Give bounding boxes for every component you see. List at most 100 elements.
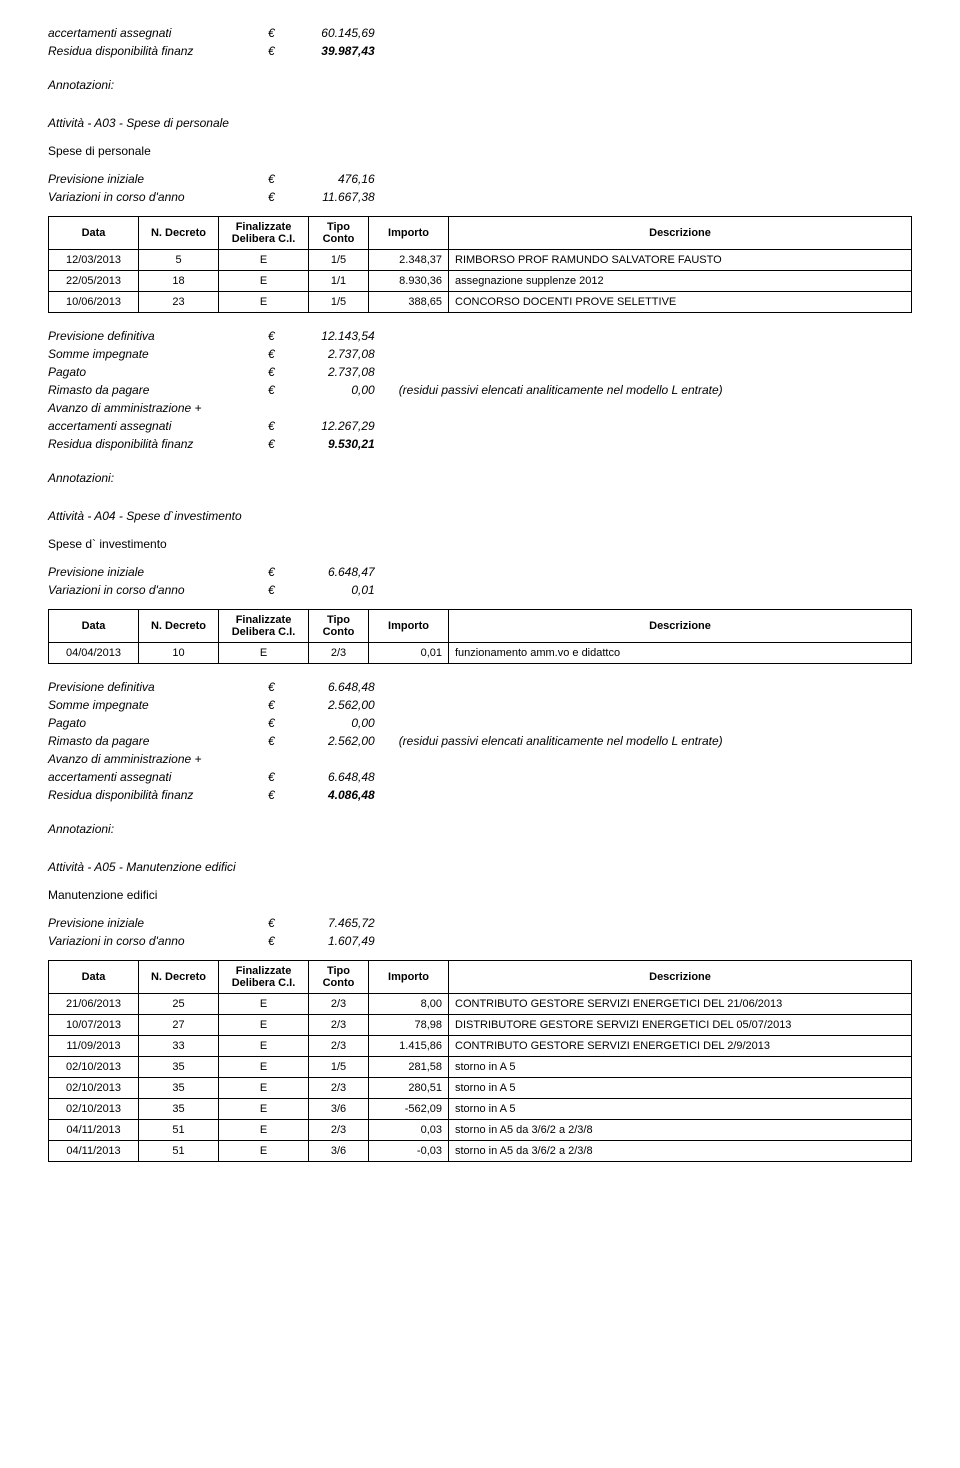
a03-var: Variazioni in corso d'anno € 11.667,38	[48, 188, 912, 206]
a04-accert: accertamenti assegnati € 6.648,48	[48, 768, 912, 786]
value: 0,00	[275, 381, 375, 399]
a05-var: Variazioni in corso d'anno € 1.607,49	[48, 932, 912, 950]
label: accertamenti assegnati	[48, 768, 268, 786]
table-cell: 1/5	[309, 292, 369, 313]
table-cell: 1/5	[309, 1057, 369, 1078]
label: Previsione iniziale	[48, 563, 268, 581]
table-cell: E	[219, 1015, 309, 1036]
note: (residui passivi elencati analiticamente…	[375, 732, 723, 750]
a05-prev-iniz: Previsione iniziale € 7.465,72	[48, 914, 912, 932]
table-cell: E	[219, 271, 309, 292]
label: Variazioni in corso d'anno	[48, 188, 268, 206]
th-importo: Importo	[369, 961, 449, 994]
table-cell: 280,51	[369, 1078, 449, 1099]
table-cell: 0,01	[369, 643, 449, 664]
a03-residua: Residua disponibilità finanz € 9.530,21	[48, 435, 912, 453]
table-cell: 51	[139, 1120, 219, 1141]
value: 476,16	[275, 170, 375, 188]
table-cell: CONTRIBUTO GESTORE SERVIZI ENERGETICI DE…	[449, 994, 912, 1015]
table-cell: 3/6	[309, 1141, 369, 1162]
a04-somme: Somme impegnate € 2.562,00	[48, 696, 912, 714]
accert-value: 60.145,69	[275, 24, 375, 42]
table-row: 04/04/201310E2/30,01funzionamento amm.vo…	[49, 643, 912, 664]
value: 2.562,00	[275, 696, 375, 714]
table-cell: 3/6	[309, 1099, 369, 1120]
table-cell: DISTRIBUTORE GESTORE SERVIZI ENERGETICI …	[449, 1015, 912, 1036]
a04-var: Variazioni in corso d'anno € 0,01	[48, 581, 912, 599]
a04-prev-iniz: Previsione iniziale € 6.648,47	[48, 563, 912, 581]
table-cell: E	[219, 1120, 309, 1141]
table-cell: 2/3	[309, 1015, 369, 1036]
th-data: Data	[49, 610, 139, 643]
table-cell: 281,58	[369, 1057, 449, 1078]
value: 0,01	[275, 581, 375, 599]
table-row: 21/06/201325E2/38,00CONTRIBUTO GESTORE S…	[49, 994, 912, 1015]
accert-label: accertamenti assegnati	[48, 24, 268, 42]
value: 2.562,00	[275, 732, 375, 750]
value: 7.465,72	[275, 914, 375, 932]
table-header-row: Data N. Decreto Finalizzate Delibera C.I…	[49, 610, 912, 643]
currency: €	[268, 563, 275, 581]
currency: €	[268, 914, 275, 932]
table-row: 11/09/201333E2/31.415,86CONTRIBUTO GESTO…	[49, 1036, 912, 1057]
a04-pagato: Pagato € 0,00	[48, 714, 912, 732]
table-row: 02/10/201335E2/3280,51storno in A 5	[49, 1078, 912, 1099]
currency: €	[268, 417, 275, 435]
currency: €	[268, 696, 275, 714]
a03-prev-def: Previsione definitiva € 12.143,54	[48, 327, 912, 345]
value: 0,00	[275, 714, 375, 732]
table-cell: E	[219, 1036, 309, 1057]
value: 12.267,29	[275, 417, 375, 435]
currency: €	[268, 24, 275, 42]
table-cell: 8,00	[369, 994, 449, 1015]
currency: €	[268, 327, 275, 345]
table-cell: storno in A5 da 3/6/2 a 2/3/8	[449, 1120, 912, 1141]
th-decreto: N. Decreto	[139, 961, 219, 994]
label: Rimasto da pagare	[48, 732, 268, 750]
a03-avanzo: Avanzo di amministrazione +	[48, 399, 912, 417]
table-cell: 1/5	[309, 250, 369, 271]
table-cell: 8.930,36	[369, 271, 449, 292]
label: Previsione definitiva	[48, 327, 268, 345]
currency: €	[268, 932, 275, 950]
note: (residui passivi elencati analiticamente…	[375, 381, 723, 399]
table-row: 02/10/201335E1/5281,58storno in A 5	[49, 1057, 912, 1078]
table-cell: E	[219, 292, 309, 313]
value: 6.648,47	[275, 563, 375, 581]
table-cell: 04/04/2013	[49, 643, 139, 664]
table-row: 04/11/201351E2/30,03storno in A5 da 3/6/…	[49, 1120, 912, 1141]
currency: €	[268, 714, 275, 732]
annotazioni-label: Annotazioni:	[48, 471, 912, 485]
table-cell: assegnazione supplenze 2012	[449, 271, 912, 292]
a03-rimasto: Rimasto da pagare € 0,00 (residui passiv…	[48, 381, 912, 399]
label: Variazioni in corso d'anno	[48, 581, 268, 599]
a03-subtitle: Spese di personale	[48, 144, 912, 158]
th-importo: Importo	[369, 217, 449, 250]
value: 1.607,49	[275, 932, 375, 950]
a05-table: Data N. Decreto Finalizzate Delibera C.I…	[48, 960, 912, 1162]
table-cell: E	[219, 1057, 309, 1078]
label: Residua disponibilità finanz	[48, 435, 268, 453]
table-cell: E	[219, 643, 309, 664]
a03-table: Data N. Decreto Finalizzate Delibera C.I…	[48, 216, 912, 313]
label: Somme impegnate	[48, 345, 268, 363]
residua-label: Residua disponibilità finanz	[48, 42, 268, 60]
table-row: 02/10/201335E3/6-562,09storno in A 5	[49, 1099, 912, 1120]
currency: €	[268, 345, 275, 363]
table-cell: 02/10/2013	[49, 1078, 139, 1099]
table-cell: 2/3	[309, 994, 369, 1015]
a05-tbody: 21/06/201325E2/38,00CONTRIBUTO GESTORE S…	[49, 994, 912, 1162]
currency: €	[268, 786, 275, 804]
table-cell: 10/06/2013	[49, 292, 139, 313]
th-tipo: Tipo Conto	[309, 610, 369, 643]
th-tipo: Tipo Conto	[309, 217, 369, 250]
table-cell: E	[219, 1078, 309, 1099]
currency: €	[268, 170, 275, 188]
table-cell: E	[219, 1099, 309, 1120]
value: 2.737,08	[275, 363, 375, 381]
a04-rimasto: Rimasto da pagare € 2.562,00 (residui pa…	[48, 732, 912, 750]
table-row: 10/07/201327E2/378,98DISTRIBUTORE GESTOR…	[49, 1015, 912, 1036]
a04-residua: Residua disponibilità finanz € 4.086,48	[48, 786, 912, 804]
a04-title: Attività - A04 - Spese d`investimento	[48, 509, 912, 523]
table-cell: E	[219, 994, 309, 1015]
